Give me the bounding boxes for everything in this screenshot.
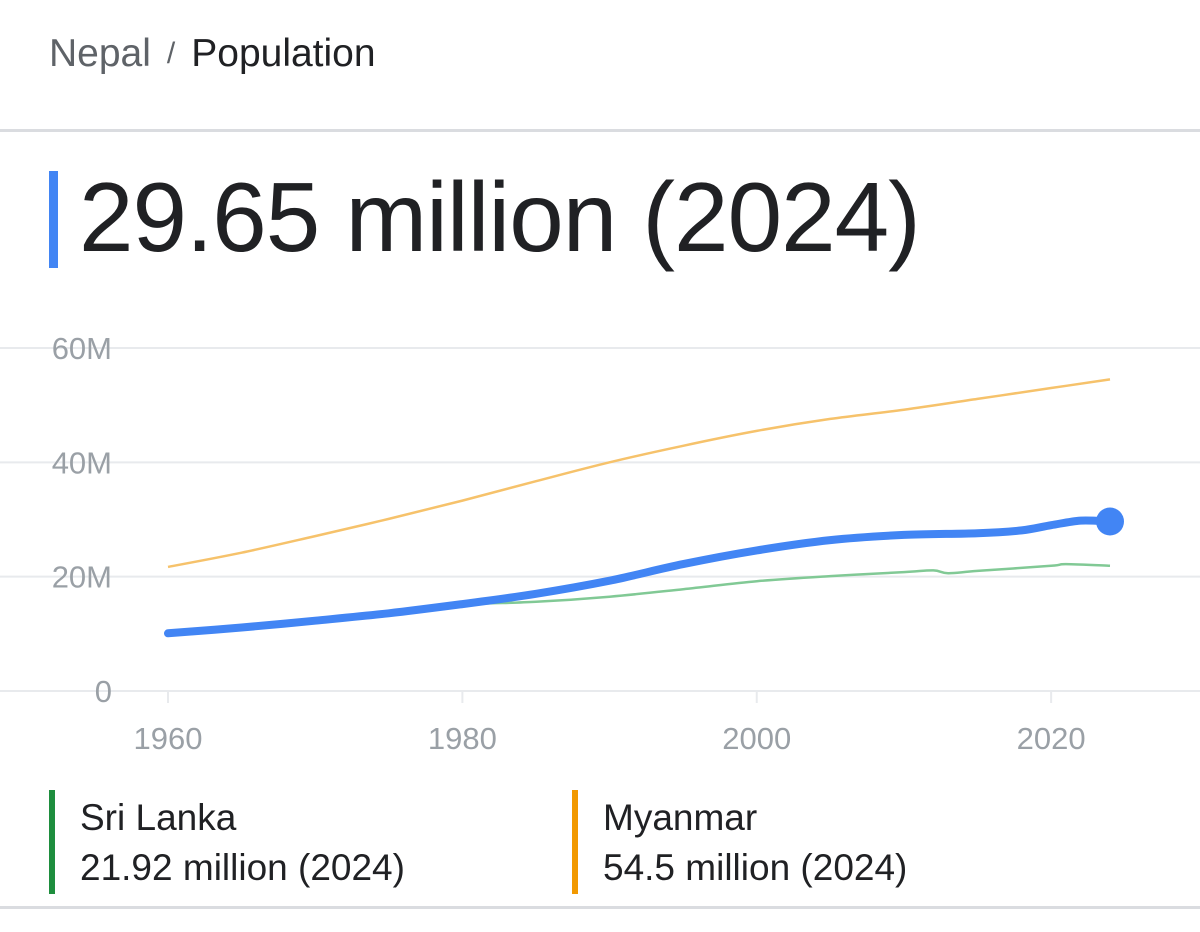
x-tick-label-2020: 2020 xyxy=(1017,721,1086,756)
x-axis-ticks: 1960 1980 2000 2020 xyxy=(134,691,1086,756)
breadcrumb-parent[interactable]: Nepal xyxy=(49,32,151,75)
y-tick-label-20: 20M xyxy=(52,560,112,595)
y-tick-label-0: 0 xyxy=(95,674,112,709)
header-divider xyxy=(0,129,1200,132)
legend-value-sri-lanka: 21.92 million (2024) xyxy=(80,847,405,888)
headline-accent-bar xyxy=(49,171,58,268)
breadcrumb-current: Population xyxy=(191,32,376,75)
x-tick-label-1980: 1980 xyxy=(428,721,497,756)
breadcrumb: Nepal / Population xyxy=(49,30,376,81)
series-line-nepal[interactable] xyxy=(164,516,1114,638)
legend-swatch-sri-lanka xyxy=(49,790,55,894)
x-tick-label-1960: 1960 xyxy=(134,721,203,756)
y-tick-label-60: 60M xyxy=(52,331,112,366)
series-layer xyxy=(164,378,1124,638)
y-tick-label-40: 40M xyxy=(52,445,112,480)
footer-divider xyxy=(0,906,1200,909)
series-endpoint-nepal[interactable] xyxy=(1096,507,1124,536)
legend-value-myanmar: 54.5 million (2024) xyxy=(603,847,908,888)
x-tick-label-2000: 2000 xyxy=(722,721,791,756)
grid-layer: 0 20M 40M 60M xyxy=(0,331,1200,709)
legend-name-myanmar: Myanmar xyxy=(603,797,758,838)
series-line-myanmar[interactable] xyxy=(167,378,1111,569)
legend-swatch-myanmar xyxy=(572,790,578,894)
headline-value: 29.65 million (2024) xyxy=(79,162,921,272)
breadcrumb-separator: / xyxy=(166,37,176,70)
population-chart[interactable]: 0 20M 40M 60M 1960 1980 2000 2020 xyxy=(0,300,1200,770)
legend-name-sri-lanka: Sri Lanka xyxy=(80,797,237,838)
